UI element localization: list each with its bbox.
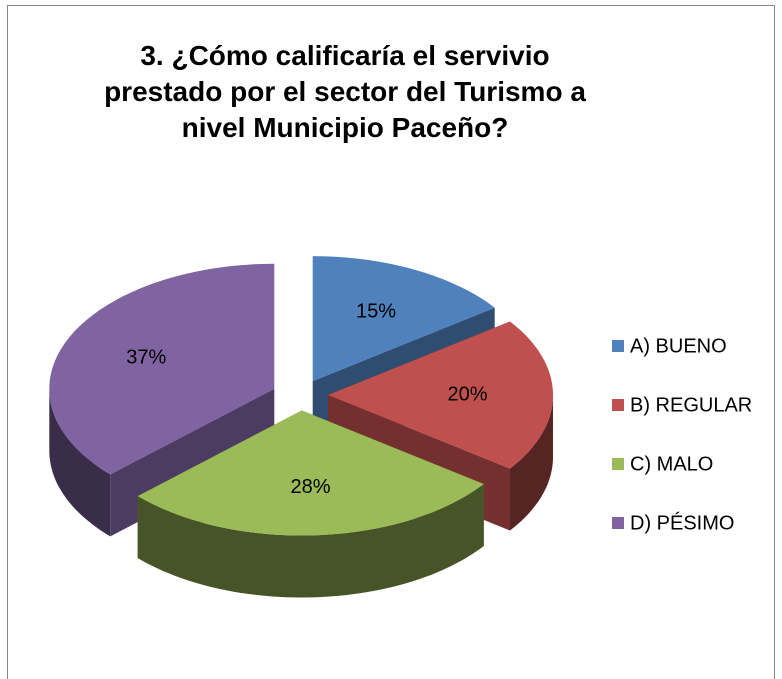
slice — [328, 321, 553, 469]
data-label: 15% — [356, 300, 396, 322]
legend-swatch — [612, 517, 624, 529]
legend-swatch — [612, 340, 624, 352]
data-label: 37% — [126, 346, 166, 368]
slice — [312, 256, 495, 382]
legend-swatch — [612, 458, 624, 470]
data-label: 20% — [447, 383, 487, 405]
data-label: 28% — [291, 476, 331, 498]
slice-wall — [137, 484, 484, 598]
slice-wall — [49, 388, 111, 537]
legend-label: C) MALO — [630, 453, 713, 475]
legend-label: A) BUENO — [630, 335, 727, 357]
chart-title: 3. ¿Cómo calificaría el servivio prestad… — [104, 40, 586, 143]
legend-label: B) REGULAR — [630, 394, 752, 416]
slice — [137, 410, 484, 536]
slice — [49, 263, 275, 475]
slice-wall — [510, 395, 553, 531]
legend-label: D) PÉSIMO — [630, 511, 734, 534]
legend-swatch — [612, 399, 624, 411]
